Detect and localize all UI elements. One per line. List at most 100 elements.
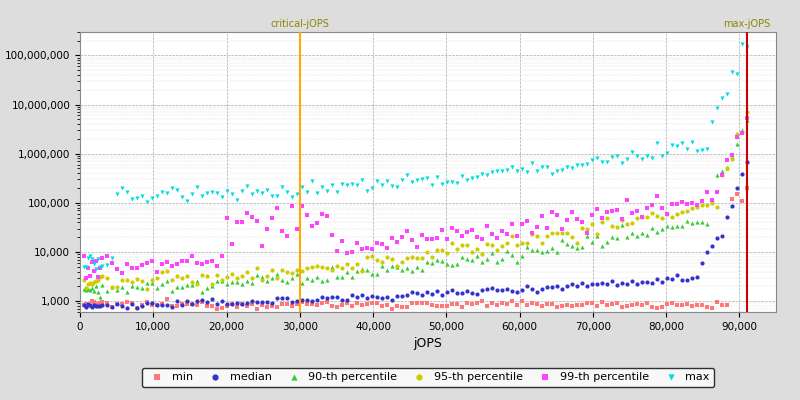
99-th percentile [586, 212, 598, 219]
99-th percentile [241, 210, 254, 216]
min [155, 300, 168, 307]
max [146, 194, 158, 201]
95-th percentile [321, 265, 334, 272]
median [540, 284, 553, 290]
95-th percentile [680, 208, 693, 214]
max [410, 177, 423, 183]
max [426, 182, 438, 189]
99-th percentile [346, 249, 358, 255]
95-th percentile [640, 214, 653, 220]
95-th percentile [235, 273, 248, 280]
min [210, 306, 223, 312]
median [526, 286, 538, 292]
90-th percentile [226, 279, 238, 285]
90-th percentile [550, 249, 563, 255]
min [370, 300, 383, 306]
max [590, 155, 603, 161]
max [135, 193, 148, 200]
90-th percentile [101, 288, 114, 294]
90-th percentile [130, 284, 143, 291]
median [241, 300, 254, 306]
95-th percentile [395, 259, 408, 266]
99-th percentile [181, 258, 194, 264]
95-th percentile [566, 234, 578, 240]
90-th percentile [146, 280, 158, 286]
median [660, 275, 673, 281]
95-th percentile [310, 263, 323, 269]
95-th percentile [670, 210, 683, 217]
95-th percentile [206, 281, 218, 288]
min [586, 300, 598, 306]
median [110, 301, 123, 308]
max [715, 95, 728, 101]
max [286, 194, 298, 200]
max [555, 167, 568, 173]
median [506, 288, 518, 294]
95-th percentile [141, 286, 154, 292]
99-th percentile [135, 262, 148, 268]
min [706, 304, 718, 311]
95-th percentile [606, 222, 618, 229]
90-th percentile [90, 282, 102, 289]
95-th percentile [560, 230, 573, 236]
99-th percentile [221, 215, 234, 221]
min [266, 303, 278, 310]
90-th percentile [295, 280, 308, 286]
max [326, 182, 338, 189]
median [515, 287, 528, 294]
max [315, 184, 328, 190]
99-th percentile [78, 253, 90, 259]
median [106, 304, 118, 310]
90-th percentile [666, 224, 678, 230]
max [381, 178, 394, 184]
median [481, 286, 494, 292]
99-th percentile [190, 260, 203, 266]
X-axis label: jOPS: jOPS [414, 337, 442, 350]
99-th percentile [655, 205, 668, 211]
90-th percentile [326, 264, 338, 270]
min [566, 303, 578, 309]
min [595, 299, 608, 305]
median [510, 289, 523, 295]
min [535, 303, 548, 309]
95-th percentile [295, 268, 308, 274]
min [630, 301, 643, 307]
median [361, 294, 374, 301]
min [500, 301, 513, 308]
90-th percentile [175, 284, 188, 290]
max [346, 181, 358, 188]
90-th percentile [575, 244, 588, 250]
90-th percentile [126, 283, 138, 289]
min [666, 300, 678, 306]
min [450, 301, 463, 308]
90-th percentile [235, 281, 248, 287]
median [441, 288, 454, 295]
min [446, 301, 458, 307]
median [666, 276, 678, 282]
95-th percentile [255, 277, 268, 283]
median [210, 301, 223, 307]
99-th percentile [406, 237, 418, 244]
99-th percentile [206, 258, 218, 264]
median [275, 295, 288, 302]
95-th percentile [270, 275, 283, 281]
90-th percentile [450, 261, 463, 267]
99-th percentile [230, 219, 243, 226]
max [530, 168, 543, 174]
95-th percentile [181, 273, 194, 279]
95-th percentile [370, 256, 383, 263]
max [510, 168, 523, 174]
max [735, 41, 748, 47]
min [166, 303, 178, 310]
max [595, 158, 608, 165]
90-th percentile [195, 289, 208, 296]
min [235, 301, 248, 308]
95-th percentile [520, 240, 533, 246]
99-th percentile [481, 223, 494, 229]
99-th percentile [526, 230, 538, 236]
99-th percentile [461, 229, 474, 235]
90-th percentile [275, 277, 288, 284]
90-th percentile [91, 289, 104, 295]
99-th percentile [255, 243, 268, 249]
99-th percentile [530, 223, 543, 230]
